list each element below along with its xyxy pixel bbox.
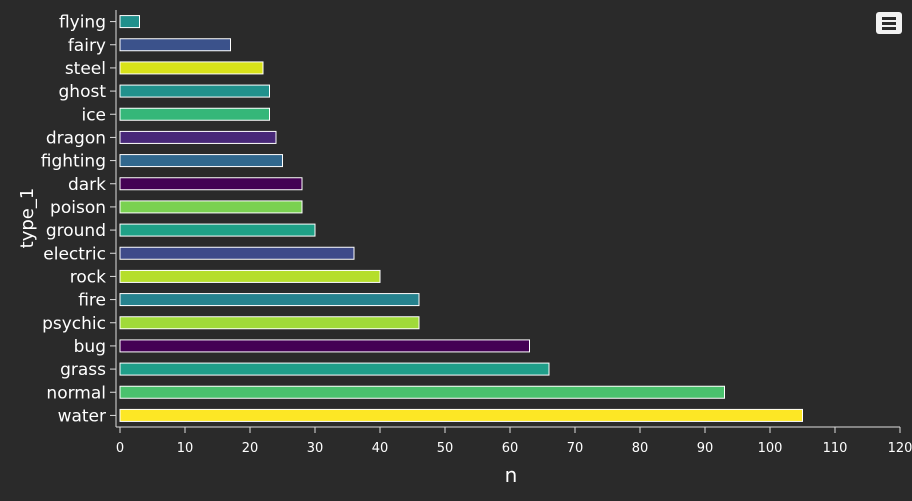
x-tick-label: 110: [823, 441, 848, 456]
bar-rock[interactable]: [119, 269, 381, 283]
bar-flying[interactable]: [119, 15, 140, 29]
x-tick-label: 120: [888, 441, 912, 456]
bar-psychic[interactable]: [119, 316, 420, 330]
bar-dragon[interactable]: [119, 130, 277, 144]
x-tick-label: 70: [567, 441, 584, 456]
y-tick-label: bug: [74, 337, 106, 357]
y-tick-label: ghost: [59, 82, 107, 102]
bar-fairy[interactable]: [119, 38, 231, 52]
x-tick-label: 0: [116, 441, 124, 456]
y-tick-label: fighting: [41, 152, 106, 172]
bar-bug[interactable]: [119, 339, 530, 353]
y-tick-label: dragon: [46, 128, 106, 148]
menu-bar-icon: [882, 17, 896, 20]
menu-bar-icon: [882, 27, 896, 30]
x-tick-label: 80: [632, 441, 649, 456]
bar-poison[interactable]: [119, 200, 303, 214]
x-tick-label: 50: [437, 441, 454, 456]
x-tick-label: 60: [502, 441, 519, 456]
y-tick-label: electric: [43, 244, 106, 264]
y-tick-label: poison: [50, 198, 106, 218]
chart-menu-button[interactable]: [876, 12, 902, 34]
y-tick-label: grass: [60, 360, 106, 380]
x-tick-label: 30: [307, 441, 324, 456]
x-tick-label: 40: [372, 441, 389, 456]
y-tick-label: flying: [59, 13, 106, 33]
bar-fire[interactable]: [119, 293, 420, 307]
x-tick-label: 10: [177, 441, 194, 456]
y-tick-label: rock: [70, 267, 106, 287]
bar-steel[interactable]: [119, 61, 264, 75]
bar-water[interactable]: [119, 408, 803, 422]
y-axis-title: type_1: [17, 188, 38, 249]
y-tick-label: water: [58, 406, 106, 426]
y-tick-label: ground: [46, 221, 106, 241]
x-axis-title: n: [505, 463, 518, 487]
x-tick-label: 20: [242, 441, 259, 456]
bar-fighting[interactable]: [119, 154, 283, 168]
x-axis: 0 10 20 30 40 50 60 70 80 90 100 110 120: [116, 426, 912, 456]
bar-ground[interactable]: [119, 223, 316, 237]
y-tick-label: ice: [81, 105, 106, 125]
bar-electric[interactable]: [119, 246, 355, 260]
y-tick-label: fire: [78, 291, 106, 311]
x-tick-label: 90: [697, 441, 714, 456]
y-tick-label: fairy: [68, 36, 106, 56]
bar-grass[interactable]: [119, 362, 550, 376]
y-tick-label: dark: [68, 175, 106, 195]
bar-normal[interactable]: [119, 385, 725, 399]
x-tick-label: 100: [758, 441, 783, 456]
menu-bar-icon: [882, 22, 896, 25]
bar-ghost[interactable]: [119, 84, 270, 98]
y-tick-label: steel: [65, 59, 106, 79]
bars-group: [119, 15, 803, 422]
y-axis: flying fairy steel ghost ice dragon fighting da…: [41, 10, 117, 427]
bar-ice[interactable]: [119, 107, 270, 121]
y-tick-label: psychic: [42, 314, 106, 334]
bar-dark[interactable]: [119, 177, 303, 191]
y-tick-label: normal: [46, 383, 106, 403]
